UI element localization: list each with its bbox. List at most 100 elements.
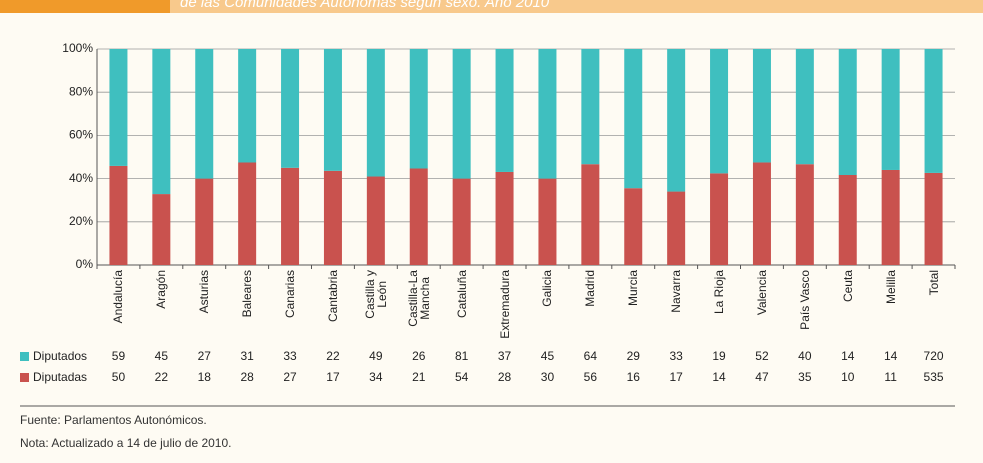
bar [667,49,686,192]
x-tick-label: La Rioja [712,270,727,315]
table-value: 14 [884,349,898,363]
x-tick-label: Canarias [283,270,298,319]
bar [881,49,900,170]
bar [366,176,385,265]
bar [195,178,214,265]
bar [152,49,171,195]
table-value: 14 [712,370,726,384]
table-value: 28 [240,370,254,384]
bar [752,162,771,265]
y-tick-label: 60% [69,128,93,142]
bar [624,188,643,265]
table-value: 31 [240,349,254,363]
bar [452,49,471,179]
x-tick-label: Ceuta [840,270,855,303]
x-tick-label: Valencia [754,270,769,316]
bar [581,164,600,265]
table-value: 28 [498,370,512,384]
y-tick-label: 0% [76,257,94,271]
table-value: 56 [584,370,598,384]
x-tick-label: Baleares [240,270,255,318]
table-value: 47 [755,370,769,384]
bar [238,49,257,163]
table-value: 50 [112,370,126,384]
table-value: 49 [369,349,383,363]
bar [838,175,857,265]
source: Fuente: Parlamentos Autonómicos. [20,413,207,427]
x-tick-label: Castilla y León [362,270,389,319]
table-value: 45 [541,349,555,363]
x-tick-label: Castilla-La Mancha [405,270,432,327]
table-value: 30 [541,370,555,384]
note: Nota: Actualizado a 14 de julio de 2010. [20,436,232,450]
table-value: 52 [755,349,769,363]
bar [409,49,428,169]
bar [495,49,514,172]
bar [710,173,729,265]
bar [795,49,814,165]
x-tick-label: Madrid [583,270,598,307]
table-value: 22 [155,370,169,384]
table-value: 34 [369,370,383,384]
x-tick-label: Andalucía [111,270,126,324]
table-value: 17 [669,370,683,384]
x-tick-label: Melilla [883,270,898,305]
table-value: 10 [841,370,855,384]
x-tick-label: Murcia [626,270,641,307]
table-value: 27 [283,370,297,384]
bar [924,49,943,173]
bar [109,49,128,166]
x-tick-label: Navarra [669,270,684,313]
table-value: 720 [924,349,944,363]
x-tick-label: Galicia [540,270,555,307]
table-value: 22 [326,349,340,363]
table-value: 54 [455,370,469,384]
bar [538,178,557,265]
table-value: 19 [712,349,726,363]
bar [924,172,943,265]
bar [795,164,814,265]
bar [152,194,171,265]
x-tick-label: Asturias [197,270,212,314]
bar [495,171,514,265]
bar [238,162,257,265]
legend-label: Diputadas [33,370,87,384]
bar [581,49,600,165]
y-tick-label: 20% [69,214,93,228]
x-tick-label: Total [926,270,941,296]
x-tick-label: Extremadura [497,270,512,339]
table-value: 64 [584,349,598,363]
table-value: 11 [884,370,897,384]
bar [881,169,900,265]
y-tick-label: 40% [69,171,93,185]
bar [323,49,342,171]
bar [409,168,428,265]
header-title: de las Comunidades Autónomas según sexo.… [180,0,550,11]
table-value: 40 [798,349,812,363]
table-value: 14 [841,349,855,363]
header-block [0,0,170,13]
bar [281,167,300,265]
table-value: 17 [326,370,340,384]
table-value: 27 [198,349,212,363]
bar [109,165,128,265]
table-value: 26 [412,349,426,363]
table-value: 33 [669,349,683,363]
table-value: 535 [924,370,944,384]
table-value: 45 [155,349,169,363]
legend-swatch [20,373,29,382]
table-value: 37 [498,349,512,363]
bar [281,49,300,168]
table-value: 35 [798,370,812,384]
table-value: 81 [455,349,469,363]
x-tick-label: Aragón [154,270,169,309]
bar [710,49,729,174]
bar [323,170,342,265]
table-value: 18 [198,370,212,384]
bar [366,49,385,177]
bar [667,191,686,265]
y-tick-label: 100% [62,41,93,55]
table-value: 16 [627,370,641,384]
